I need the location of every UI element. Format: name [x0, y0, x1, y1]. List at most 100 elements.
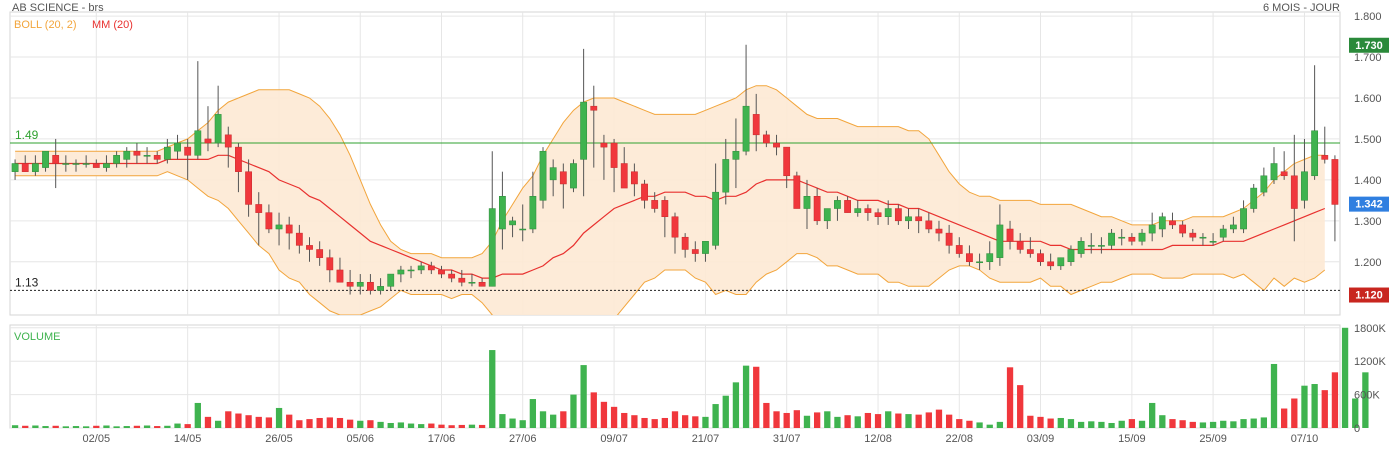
volume-bar [915, 414, 922, 428]
period-selector[interactable]: 6 MOIS - JOUR [1263, 2, 1340, 14]
volume-bar [154, 426, 161, 428]
candle-up [509, 220, 516, 226]
candle-up [31, 163, 39, 172]
volume-bar [895, 413, 902, 428]
candle-up [1108, 232, 1115, 246]
volume-bar [692, 416, 699, 428]
volume-bar [753, 366, 760, 428]
candle-down [245, 171, 252, 205]
candle-down [752, 114, 760, 136]
volume-bar [1331, 372, 1339, 428]
candle-down [295, 232, 303, 246]
volume-bar [651, 419, 658, 428]
volume-bar [539, 411, 547, 428]
date-tick-label: 05/06 [347, 433, 375, 445]
candle-up [123, 150, 131, 160]
high-price-badge: 1.730 [1355, 40, 1383, 52]
candle-down [651, 200, 659, 209]
volume-bar [570, 394, 577, 428]
candle-down [945, 232, 953, 246]
volume-bar [1098, 421, 1105, 428]
volume-bar [712, 404, 719, 428]
candle-up [1087, 245, 1095, 247]
volume-bar [773, 411, 780, 428]
candle-down [773, 142, 780, 148]
candle-up [1057, 257, 1065, 267]
high-price-badge-bg [1349, 37, 1389, 53]
volume-bar [722, 395, 729, 428]
volume-bar [763, 402, 770, 428]
last-price-badge: 1.342 [1355, 199, 1383, 211]
date-tick-label: 27/06 [509, 433, 537, 445]
volume-bar [641, 417, 648, 428]
candle-down [925, 220, 933, 230]
candle-up [417, 265, 425, 271]
candle-up [82, 163, 90, 165]
candle-down [336, 269, 344, 283]
volume-bar [590, 392, 597, 428]
volume-bar [854, 416, 861, 428]
volume-bar [682, 415, 689, 428]
mm-legend: MM (20) [92, 19, 133, 31]
volume-bar [976, 422, 983, 428]
candle-down [316, 249, 324, 258]
volume-bar [1047, 418, 1054, 428]
candle-up [11, 163, 19, 172]
volume-bar [885, 411, 892, 428]
candle-up [174, 142, 181, 152]
date-tick-label: 07/10 [1291, 433, 1319, 445]
low-price-badge-bg [1349, 287, 1389, 303]
candle-down [813, 196, 821, 222]
volume-bar [32, 425, 39, 428]
candle-up [823, 208, 831, 222]
candle-down [438, 269, 445, 275]
candle-down [610, 142, 618, 168]
volume-bar [113, 426, 120, 428]
volume-bar [387, 422, 394, 428]
candle-up [1158, 216, 1166, 230]
date-tick-label: 03/09 [1027, 433, 1055, 445]
date-tick-label: 31/07 [773, 433, 801, 445]
candle-up [488, 208, 496, 287]
volume-bar [235, 413, 242, 428]
volume-bar [1321, 390, 1328, 428]
volume-bar [133, 425, 141, 428]
volume-bar [72, 426, 80, 428]
last-price-badge-bg [1349, 196, 1389, 212]
volume-bar [286, 414, 293, 428]
volume-bar [448, 425, 455, 428]
volume-bar [1362, 372, 1369, 428]
candle-up [529, 196, 537, 230]
candle-down [153, 155, 161, 160]
candle-up [1270, 163, 1278, 181]
candle-up [834, 200, 841, 209]
candle-down [864, 208, 872, 213]
date-tick-label: 15/09 [1118, 433, 1146, 445]
volume-bar [82, 426, 90, 428]
volume-bar [489, 350, 496, 428]
volume-bar [610, 406, 618, 428]
candle-down [1047, 261, 1055, 267]
volume-bar [275, 407, 283, 428]
volume-bar [966, 420, 973, 428]
candle-down [1128, 236, 1136, 242]
candle-down [458, 277, 466, 283]
candle-down [793, 175, 801, 209]
volume-bar [11, 425, 19, 428]
candle-up [1219, 228, 1227, 238]
volume-bar [560, 411, 567, 428]
volume-bar [600, 401, 608, 428]
volume-bar [844, 415, 851, 428]
candle-down [1290, 175, 1298, 209]
candle-up [549, 167, 557, 181]
date-tick-label: 02/05 [83, 433, 111, 445]
candle-up [722, 159, 730, 193]
volume-bar [346, 419, 354, 428]
volume-bar [824, 411, 831, 428]
volume-bar [631, 415, 638, 428]
candle-up [194, 130, 202, 156]
volume-bar [1159, 415, 1166, 428]
volume-bar [864, 412, 872, 428]
candle-down [661, 200, 669, 217]
candle-up [42, 150, 49, 168]
